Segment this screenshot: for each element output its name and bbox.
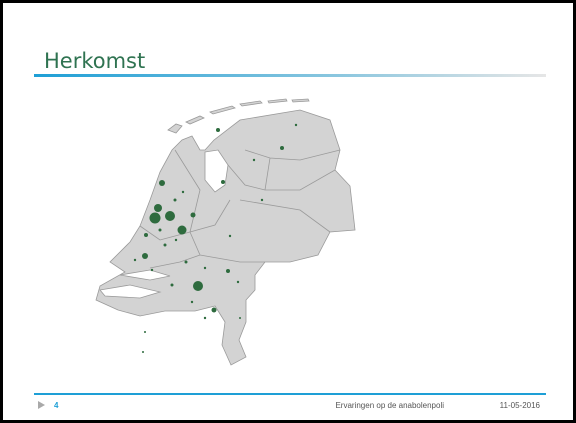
map	[95, 98, 356, 366]
dot	[181, 190, 185, 194]
netherlands	[95, 109, 356, 366]
page-number: 4	[54, 401, 59, 410]
dot	[252, 158, 256, 162]
dot	[165, 211, 175, 221]
dot	[142, 351, 144, 353]
footer-text: Ervaringen op de anabolenpoli	[335, 401, 444, 410]
dot	[236, 280, 240, 284]
dot	[260, 198, 264, 202]
dot	[190, 212, 196, 218]
dot	[211, 307, 217, 313]
dot	[280, 146, 284, 150]
dot	[150, 268, 154, 272]
dot	[177, 225, 187, 235]
footer-arrow	[38, 401, 45, 409]
dot	[170, 283, 174, 287]
dot	[203, 266, 207, 270]
dot	[173, 198, 177, 202]
dot	[144, 233, 148, 237]
dot	[190, 300, 194, 304]
dot	[239, 317, 241, 319]
water	[99, 149, 229, 299]
dot	[221, 180, 225, 184]
dot	[228, 234, 232, 238]
dot	[159, 180, 165, 186]
dot	[174, 238, 178, 242]
slide-title: Herkomst	[44, 49, 145, 73]
dot	[154, 204, 162, 212]
dot	[184, 260, 188, 264]
province-borders	[139, 149, 341, 269]
dot	[133, 258, 137, 262]
dot	[142, 253, 148, 259]
footer-line	[34, 393, 546, 395]
dot	[226, 269, 230, 273]
dot	[216, 128, 220, 132]
dot	[294, 123, 298, 127]
dots	[133, 123, 298, 353]
dot	[158, 228, 162, 232]
dot	[163, 243, 167, 247]
dot	[203, 316, 207, 320]
dot	[144, 331, 146, 333]
wadden-islands	[167, 98, 310, 134]
footer-date: 11-05-2016	[500, 401, 541, 410]
dot	[149, 212, 161, 224]
dot	[193, 281, 203, 291]
title-underline	[34, 74, 546, 77]
